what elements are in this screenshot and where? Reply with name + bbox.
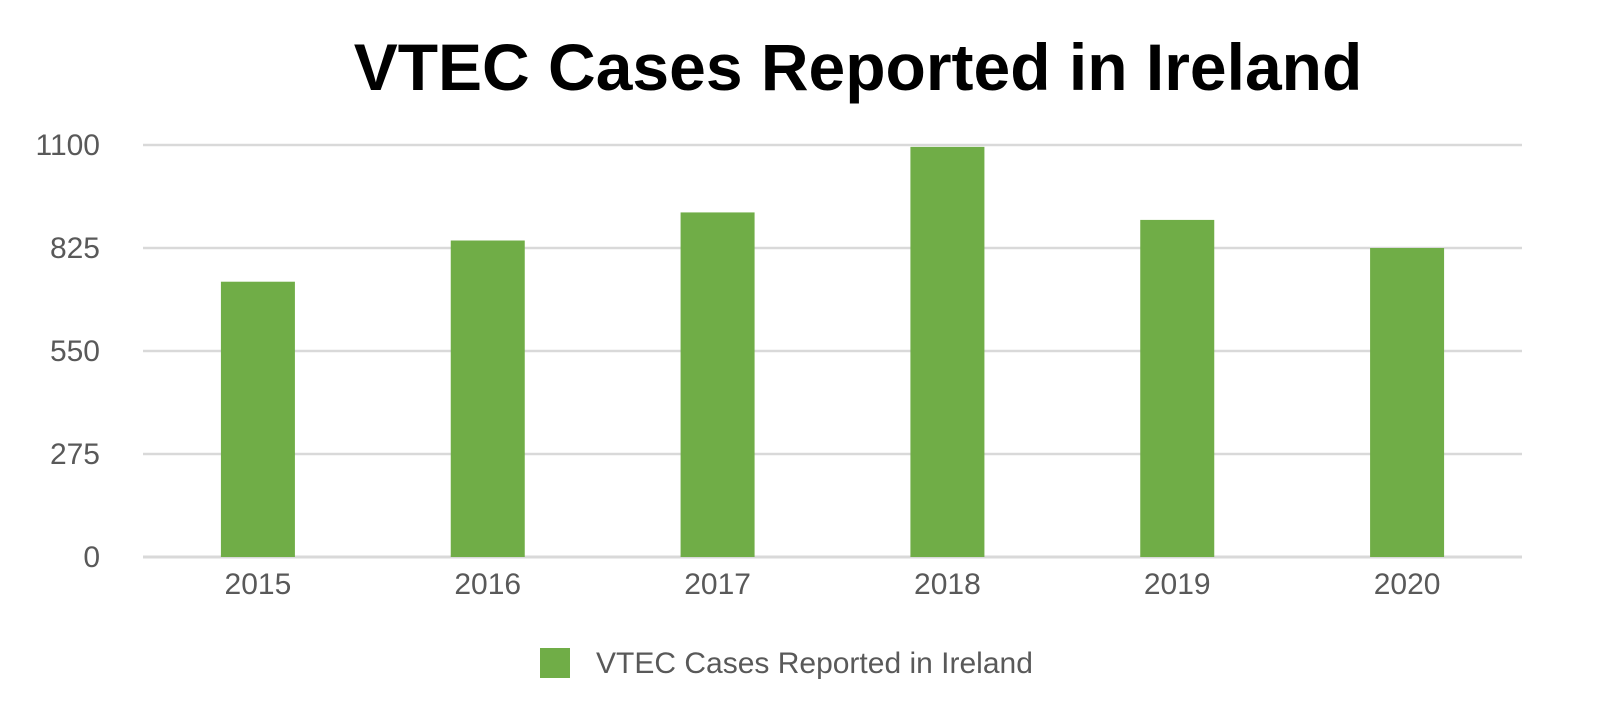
legend-swatch (540, 648, 570, 678)
bar-series (220, 146, 1445, 557)
bar-2015 (220, 281, 295, 557)
x-tick-label: 2019 (1144, 568, 1211, 601)
x-axis-ticks: 2015 2016 2017 2018 2019 2020 (225, 568, 1441, 601)
gridlines (143, 143, 1522, 559)
x-tick-label: 2015 (225, 568, 292, 601)
x-tick-label: 2018 (914, 568, 981, 601)
bar-2017 (680, 212, 755, 557)
bar-2018 (910, 146, 985, 557)
y-tick-label: 275 (50, 438, 100, 471)
x-tick-label: 2017 (684, 568, 751, 601)
bar-2016 (450, 240, 525, 557)
chart-title: VTEC Cases Reported in Ireland (354, 30, 1363, 104)
bar-2020 (1370, 248, 1445, 557)
x-tick-label: 2016 (454, 568, 521, 601)
y-tick-label: 1100 (35, 129, 100, 162)
y-tick-label: 0 (83, 541, 100, 574)
legend: VTEC Cases Reported in Ireland (540, 647, 1033, 680)
legend-label: VTEC Cases Reported in Ireland (596, 647, 1033, 680)
bar-2019 (1140, 219, 1215, 557)
y-tick-label: 550 (50, 335, 100, 368)
y-tick-label: 825 (50, 232, 100, 265)
y-axis-ticks: 0 275 550 825 1100 (35, 129, 100, 574)
x-tick-label: 2020 (1374, 568, 1441, 601)
